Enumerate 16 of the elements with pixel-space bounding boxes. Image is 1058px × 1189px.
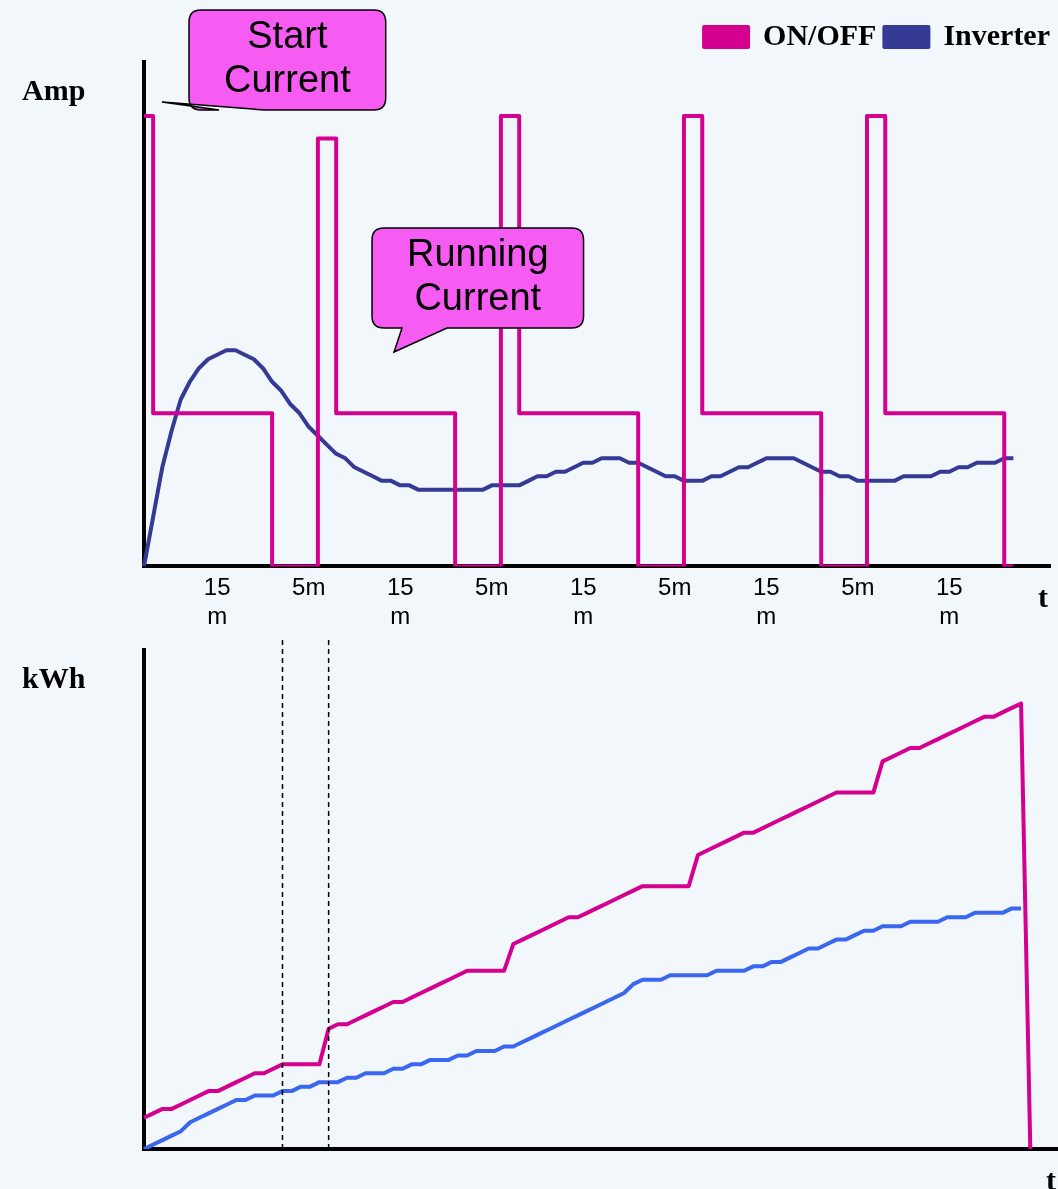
y-axis-title: kWh (22, 660, 86, 694)
legend-label: ON/OFF (763, 17, 877, 51)
y-axis-title: Amp (22, 72, 86, 106)
x-tick-label: 5m (475, 573, 509, 601)
x-tick-label: 15 m (935, 573, 963, 630)
legend-label: Inverter (943, 17, 1051, 51)
x-tick-label: 15 m (752, 573, 780, 630)
x-tick-label: 5m (292, 573, 326, 601)
x-tick-label: 15 m (386, 573, 414, 630)
x-tick-label: 5m (658, 573, 692, 601)
x-tick-label: 15 m (569, 573, 597, 630)
text: Start Current (224, 14, 352, 101)
x-axis-title: t (1038, 580, 1048, 614)
x-tick-label: 15 m (203, 573, 231, 630)
annotation: Running Current (407, 232, 549, 319)
x-tick-label: 5m (841, 573, 875, 601)
